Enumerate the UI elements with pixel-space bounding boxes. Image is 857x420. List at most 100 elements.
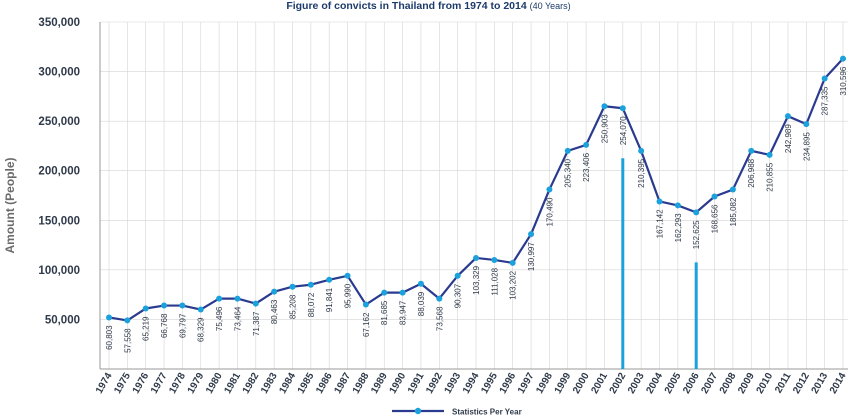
x-tick-label: 1978: [167, 371, 188, 396]
x-tick-label: 1988: [351, 371, 372, 396]
y-tick-label: 200,000: [38, 166, 80, 178]
chart-subtitle: (40 Years): [529, 1, 571, 11]
data-label: 103,329: [472, 265, 481, 294]
data-point: [124, 317, 131, 324]
x-tick-label: 2011: [773, 371, 794, 396]
data-label: 88,072: [307, 292, 316, 317]
x-tick-label: 1999: [553, 371, 574, 396]
data-point: [803, 121, 810, 128]
data-point: [711, 193, 718, 200]
x-tick-label: 2006: [681, 371, 702, 396]
data-label: 210,395: [637, 158, 646, 187]
legend-marker: [414, 407, 422, 415]
x-tick-label: 2004: [644, 371, 665, 396]
x-tick-label: 2005: [663, 371, 684, 396]
data-point: [528, 231, 535, 238]
x-tick-label: 1976: [131, 371, 152, 396]
data-point: [601, 103, 608, 110]
data-point: [381, 289, 388, 296]
x-tick-label: 2002: [608, 371, 629, 396]
x-tick-label: 2001: [589, 371, 610, 396]
data-point: [473, 254, 479, 261]
x-tick-label: 1977: [149, 371, 170, 396]
data-label: 83,947: [399, 300, 408, 325]
y-tick-label: 250,000: [38, 116, 80, 128]
data-label: 254,070: [619, 116, 628, 145]
data-point: [234, 295, 241, 302]
data-point: [289, 283, 296, 290]
data-label: 66,768: [160, 313, 169, 338]
data-point: [344, 272, 351, 279]
data-label: 185,082: [729, 197, 738, 226]
data-point: [546, 186, 553, 193]
data-point: [197, 306, 204, 313]
data-label: 69,797: [178, 313, 187, 338]
data-point: [619, 105, 626, 112]
chart-title-container: Figure of convicts in Thailand from 1974…: [0, 0, 857, 12]
data-point: [491, 256, 498, 263]
data-label: 206,988: [747, 158, 756, 187]
data-label: 168,656: [711, 204, 720, 233]
x-tick-label: 1997: [516, 371, 537, 396]
y-tick-label: 350,000: [38, 17, 80, 29]
data-label: 67,162: [362, 312, 371, 337]
data-point: [821, 75, 828, 82]
data-point: [216, 295, 223, 302]
data-label: 287,335: [821, 86, 830, 115]
legend-label: Statistics Per Year: [452, 408, 522, 417]
x-tick-label: 1996: [498, 371, 519, 396]
data-label: 162,293: [674, 213, 683, 242]
x-tick-label: 1985: [296, 371, 317, 396]
data-point: [106, 314, 112, 321]
x-tick-label: 1993: [443, 371, 464, 396]
data-label: 152,625: [692, 220, 701, 249]
x-tick-label: 2010: [755, 371, 776, 396]
data-point: [748, 147, 755, 154]
data-label: 73,464: [233, 306, 242, 331]
y-tick-label: 100,000: [38, 265, 80, 277]
x-tick-label: 1981: [222, 371, 243, 396]
data-label: 95,990: [344, 283, 353, 308]
data-label: 205,340: [564, 158, 573, 187]
x-tick-label: 1998: [534, 371, 555, 396]
x-tick-label: 2003: [626, 371, 647, 396]
data-label: 75,496: [215, 306, 224, 331]
data-point: [840, 55, 846, 62]
data-point: [509, 259, 516, 266]
data-label: 81,685: [380, 300, 389, 325]
data-point: [142, 305, 149, 312]
data-point: [564, 147, 571, 154]
chart-title: Figure of convicts in Thailand from 1974…: [286, 0, 527, 12]
x-tick-label: 1975: [112, 371, 133, 396]
data-point: [161, 302, 168, 309]
data-point: [179, 302, 186, 309]
x-tick-label: 2007: [699, 371, 720, 396]
data-label: 60,803: [105, 325, 114, 350]
data-point: [693, 209, 700, 216]
data-point: [307, 281, 314, 288]
x-tick-label: 1982: [241, 371, 262, 396]
data-point: [784, 113, 791, 120]
data-point: [436, 295, 443, 302]
data-point: [729, 186, 736, 193]
x-tick-label: 1994: [461, 371, 482, 396]
x-tick-label: 2012: [791, 371, 812, 396]
data-point: [399, 289, 406, 296]
data-label: 57,558: [123, 328, 132, 353]
data-label: 111,028: [490, 267, 499, 295]
data-point: [638, 147, 645, 154]
data-point: [362, 301, 369, 308]
x-tick-label: 1974: [94, 371, 115, 396]
data-point: [583, 141, 590, 148]
x-tick-label: 1989: [369, 371, 390, 396]
data-point: [766, 151, 773, 158]
x-tick-label: 1992: [424, 371, 445, 396]
x-tick-label: 2008: [718, 371, 739, 396]
data-point: [656, 198, 663, 205]
data-point: [252, 300, 259, 307]
x-tick-label: 1987: [332, 371, 353, 396]
x-tick-label: 1984: [277, 371, 298, 396]
y-tick-label: 50,000: [45, 314, 80, 326]
x-tick-label: 1991: [406, 371, 427, 396]
